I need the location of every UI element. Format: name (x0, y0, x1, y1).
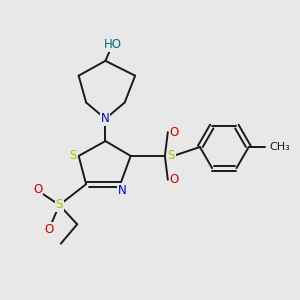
Text: S: S (168, 149, 175, 162)
Text: O: O (170, 173, 179, 186)
Text: O: O (44, 223, 54, 236)
Text: O: O (33, 183, 43, 196)
Text: N: N (117, 184, 126, 196)
Text: N: N (101, 112, 110, 125)
Text: O: O (170, 126, 179, 139)
Text: S: S (56, 199, 63, 212)
Text: S: S (70, 149, 77, 162)
Text: HO: HO (104, 38, 122, 51)
Text: CH₃: CH₃ (269, 142, 290, 152)
